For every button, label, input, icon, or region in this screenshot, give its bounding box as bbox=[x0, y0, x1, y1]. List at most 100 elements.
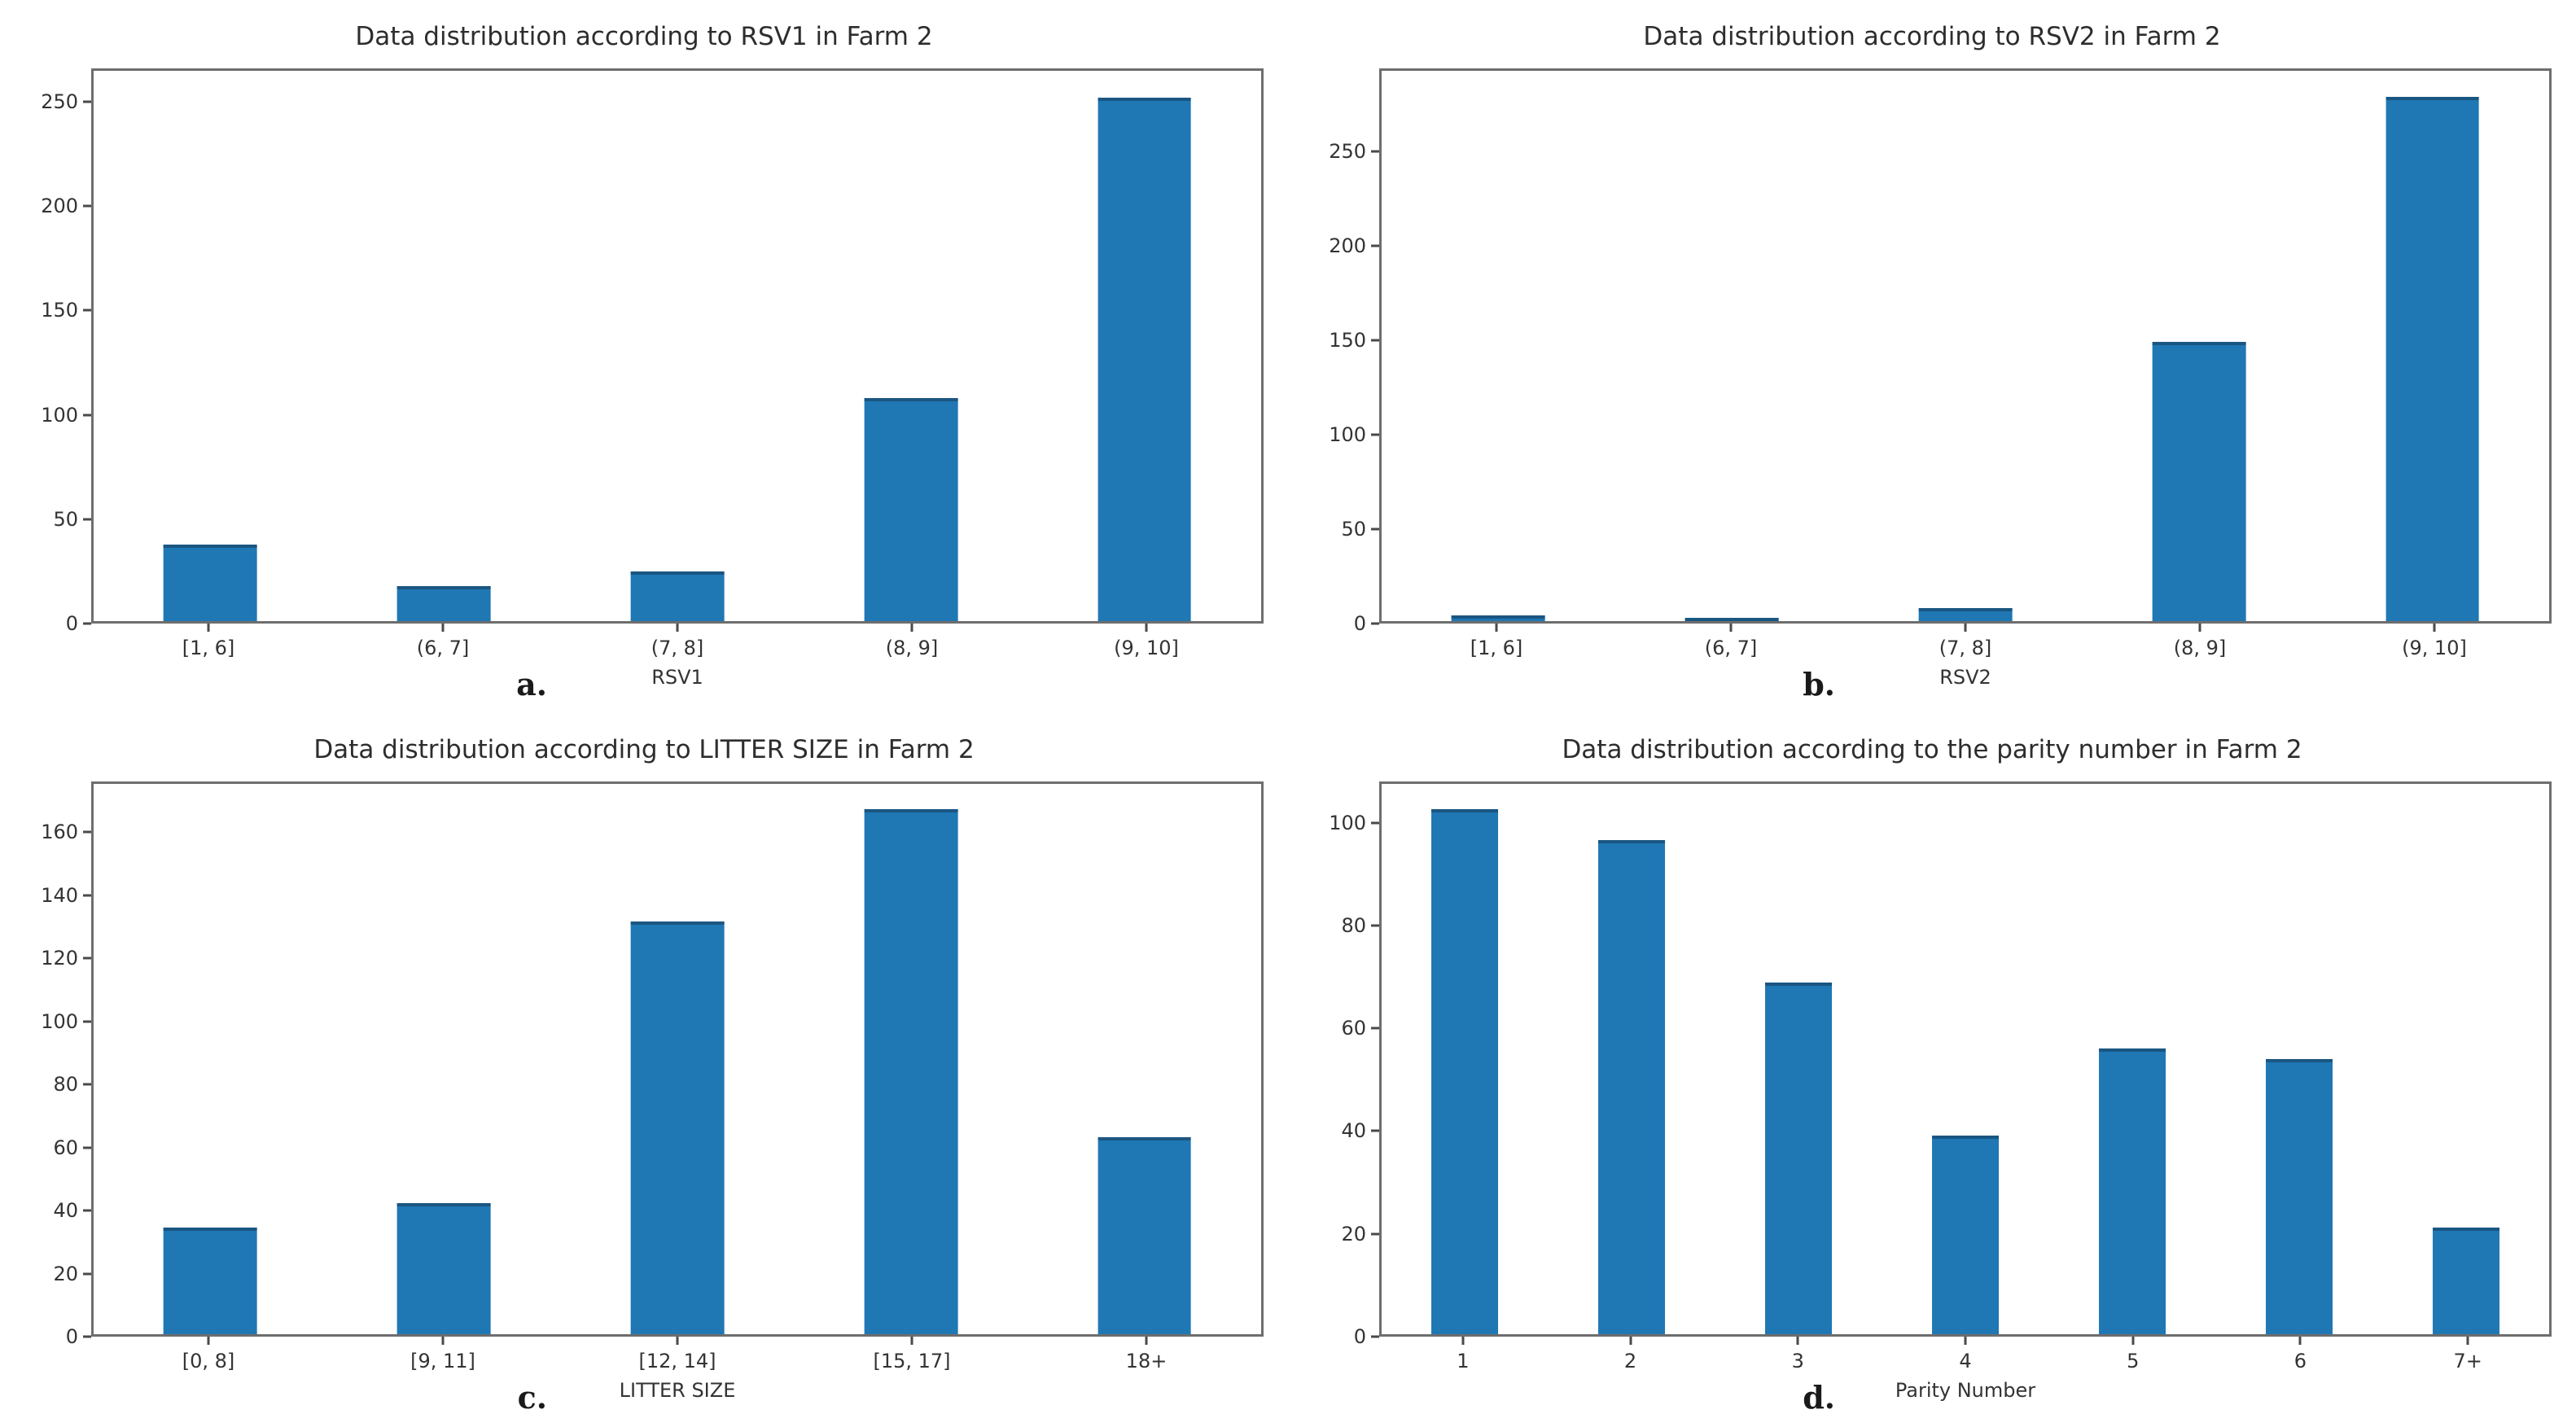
bar-[1, 6] bbox=[1452, 615, 1545, 621]
x-tick-label: (9, 10] bbox=[2402, 637, 2467, 659]
bar-7+ bbox=[2432, 1227, 2499, 1334]
x-tick-mark bbox=[441, 624, 445, 632]
y-tick-label: 60 bbox=[53, 1136, 78, 1159]
y-tick-mark bbox=[1371, 1232, 1379, 1236]
x-tick-label: [15, 17] bbox=[873, 1350, 951, 1372]
bar-[9, 11] bbox=[396, 1202, 491, 1334]
y-tick-label: 100 bbox=[41, 403, 78, 427]
y-tick-label: 150 bbox=[1329, 329, 1366, 352]
bar-3 bbox=[1765, 983, 1833, 1334]
x-tick-mark bbox=[1964, 1337, 1967, 1345]
x-tick-label: 7+ bbox=[2453, 1350, 2482, 1372]
y-tick-label: 250 bbox=[41, 90, 78, 114]
y-tick-label: 200 bbox=[41, 195, 78, 218]
y-tick-label: 250 bbox=[1329, 140, 1366, 164]
x-tick-label: 6 bbox=[2293, 1350, 2307, 1372]
y-tick-mark bbox=[1371, 244, 1379, 247]
x-tick-mark bbox=[207, 1337, 210, 1345]
plot-area-a bbox=[91, 68, 1264, 624]
x-tick-label: 1 bbox=[1457, 1350, 1470, 1372]
x-tick-label: (7, 8] bbox=[651, 637, 704, 659]
caption-c: c. LITTER SIZE bbox=[91, 1379, 1264, 1420]
y-tick-label: 100 bbox=[41, 1009, 78, 1033]
bar-(7, 8] bbox=[630, 571, 725, 621]
x-tick-mark bbox=[1796, 1337, 1799, 1345]
bar-18+ bbox=[1097, 1137, 1191, 1334]
bar-1 bbox=[1431, 809, 1499, 1334]
y-tick-mark bbox=[83, 309, 91, 312]
x-axis-label-b: RSV2 bbox=[1939, 666, 1991, 689]
y-tick-mark bbox=[1371, 1129, 1379, 1132]
y-tick-mark bbox=[1371, 622, 1379, 625]
x-tick-mark bbox=[1964, 624, 1967, 632]
y-tick-label: 200 bbox=[1329, 234, 1366, 258]
y-tick-label: 80 bbox=[53, 1073, 78, 1096]
x-tick-label: (8, 9] bbox=[2173, 637, 2227, 659]
chart-panel-a: Data distribution according to RSV1 in F… bbox=[0, 0, 1288, 713]
x-tick-label: [1, 6] bbox=[182, 637, 235, 659]
y-tick-mark bbox=[83, 830, 91, 834]
x-tick-label: (9, 10] bbox=[1114, 637, 1179, 659]
y-tick-mark bbox=[83, 518, 91, 521]
y-tick-label: 120 bbox=[41, 947, 78, 970]
y-tick-mark bbox=[1371, 339, 1379, 342]
x-tick-label: [9, 11] bbox=[410, 1350, 475, 1372]
y-tick-label: 150 bbox=[41, 299, 78, 322]
chart-title-d: Data distribution according to the parit… bbox=[1562, 735, 2302, 764]
chart-panel-d: Data distribution according to the parit… bbox=[1288, 713, 2576, 1426]
caption-d: d. Parity Number bbox=[1379, 1379, 2552, 1420]
panel-label-b: b. bbox=[1803, 666, 1835, 703]
x-tick-label: 5 bbox=[2127, 1350, 2140, 1372]
bar-6 bbox=[2265, 1059, 2333, 1334]
plot-area-d bbox=[1379, 781, 2552, 1337]
chart-panel-b: Data distribution according to RSV2 in F… bbox=[1288, 0, 2576, 713]
y-tick-mark bbox=[83, 1020, 91, 1022]
x-tick-mark bbox=[910, 624, 913, 632]
y-tick-label: 100 bbox=[1329, 811, 1366, 834]
y-tick-label: 160 bbox=[41, 821, 78, 843]
bar-4 bbox=[1932, 1135, 1999, 1334]
chart-title-c: Data distribution according to LITTER SI… bbox=[313, 735, 975, 764]
x-tick-label: [0, 8] bbox=[182, 1350, 235, 1372]
x-axis-label-d: Parity Number bbox=[1895, 1379, 2036, 1402]
y-tick-label: 0 bbox=[1353, 612, 1366, 635]
bar-(7, 8] bbox=[1918, 607, 2013, 621]
y-tick-mark bbox=[83, 894, 91, 896]
y-tick-mark bbox=[83, 1272, 91, 1275]
y-tick-mark bbox=[83, 1209, 91, 1212]
x-tick-mark bbox=[1461, 1337, 1465, 1345]
y-tick-mark bbox=[1371, 1026, 1379, 1030]
x-tick-mark bbox=[2131, 1337, 2135, 1345]
x-tick-label: (6, 7] bbox=[1704, 637, 1758, 659]
x-tick-mark bbox=[2433, 624, 2436, 632]
bar-(8, 9] bbox=[2152, 342, 2246, 621]
bar-[12, 14] bbox=[630, 921, 725, 1334]
x-tick-mark bbox=[207, 624, 210, 632]
x-tick-mark bbox=[441, 1337, 445, 1345]
x-tick-label: [12, 14] bbox=[638, 1350, 716, 1372]
plot-wrap-a: a. RSV1 0 50 100 150 200 250 [1, 6] (6, 7] (7, 8… bbox=[41, 68, 1264, 703]
panel-label-a: a. bbox=[516, 666, 547, 703]
bar-(9, 10] bbox=[1097, 98, 1191, 621]
y-tick-mark bbox=[83, 622, 91, 625]
y-tick-label: 40 bbox=[1341, 1119, 1366, 1143]
y-tick-label: 20 bbox=[53, 1262, 78, 1285]
x-tick-mark bbox=[2466, 1337, 2469, 1345]
caption-b: b. RSV2 bbox=[1379, 666, 2552, 707]
x-tick-label: 18+ bbox=[1125, 1350, 1168, 1372]
x-tick-label: (6, 7] bbox=[416, 637, 470, 659]
panel-label-d: d. bbox=[1803, 1379, 1835, 1416]
x-axis-label-c: LITTER SIZE bbox=[619, 1379, 736, 1402]
x-tick-mark bbox=[1729, 624, 1733, 632]
x-tick-mark bbox=[910, 1337, 913, 1345]
plot-wrap-b: b. RSV2 0 50 100 150 200 250 [1, 6] (6, 7] (7, 8… bbox=[1329, 68, 2552, 703]
plot-wrap-c: c. LITTER SIZE 0 20 40 60 80 100 120 140 160 [0, … bbox=[41, 781, 1264, 1416]
plot-wrap-d: d. Parity Number 0 20 40 60 80 100 1 2 3 4 5 6 7+ bbox=[1329, 781, 2552, 1416]
y-tick-mark bbox=[1371, 821, 1379, 825]
x-tick-mark bbox=[676, 624, 679, 632]
chart-panel-c: Data distribution according to LITTER SI… bbox=[0, 713, 1288, 1426]
y-tick-label: 50 bbox=[1341, 518, 1366, 541]
y-tick-label: 0 bbox=[1353, 1325, 1366, 1348]
y-tick-label: 0 bbox=[65, 612, 78, 635]
x-tick-mark bbox=[1629, 1337, 1632, 1345]
